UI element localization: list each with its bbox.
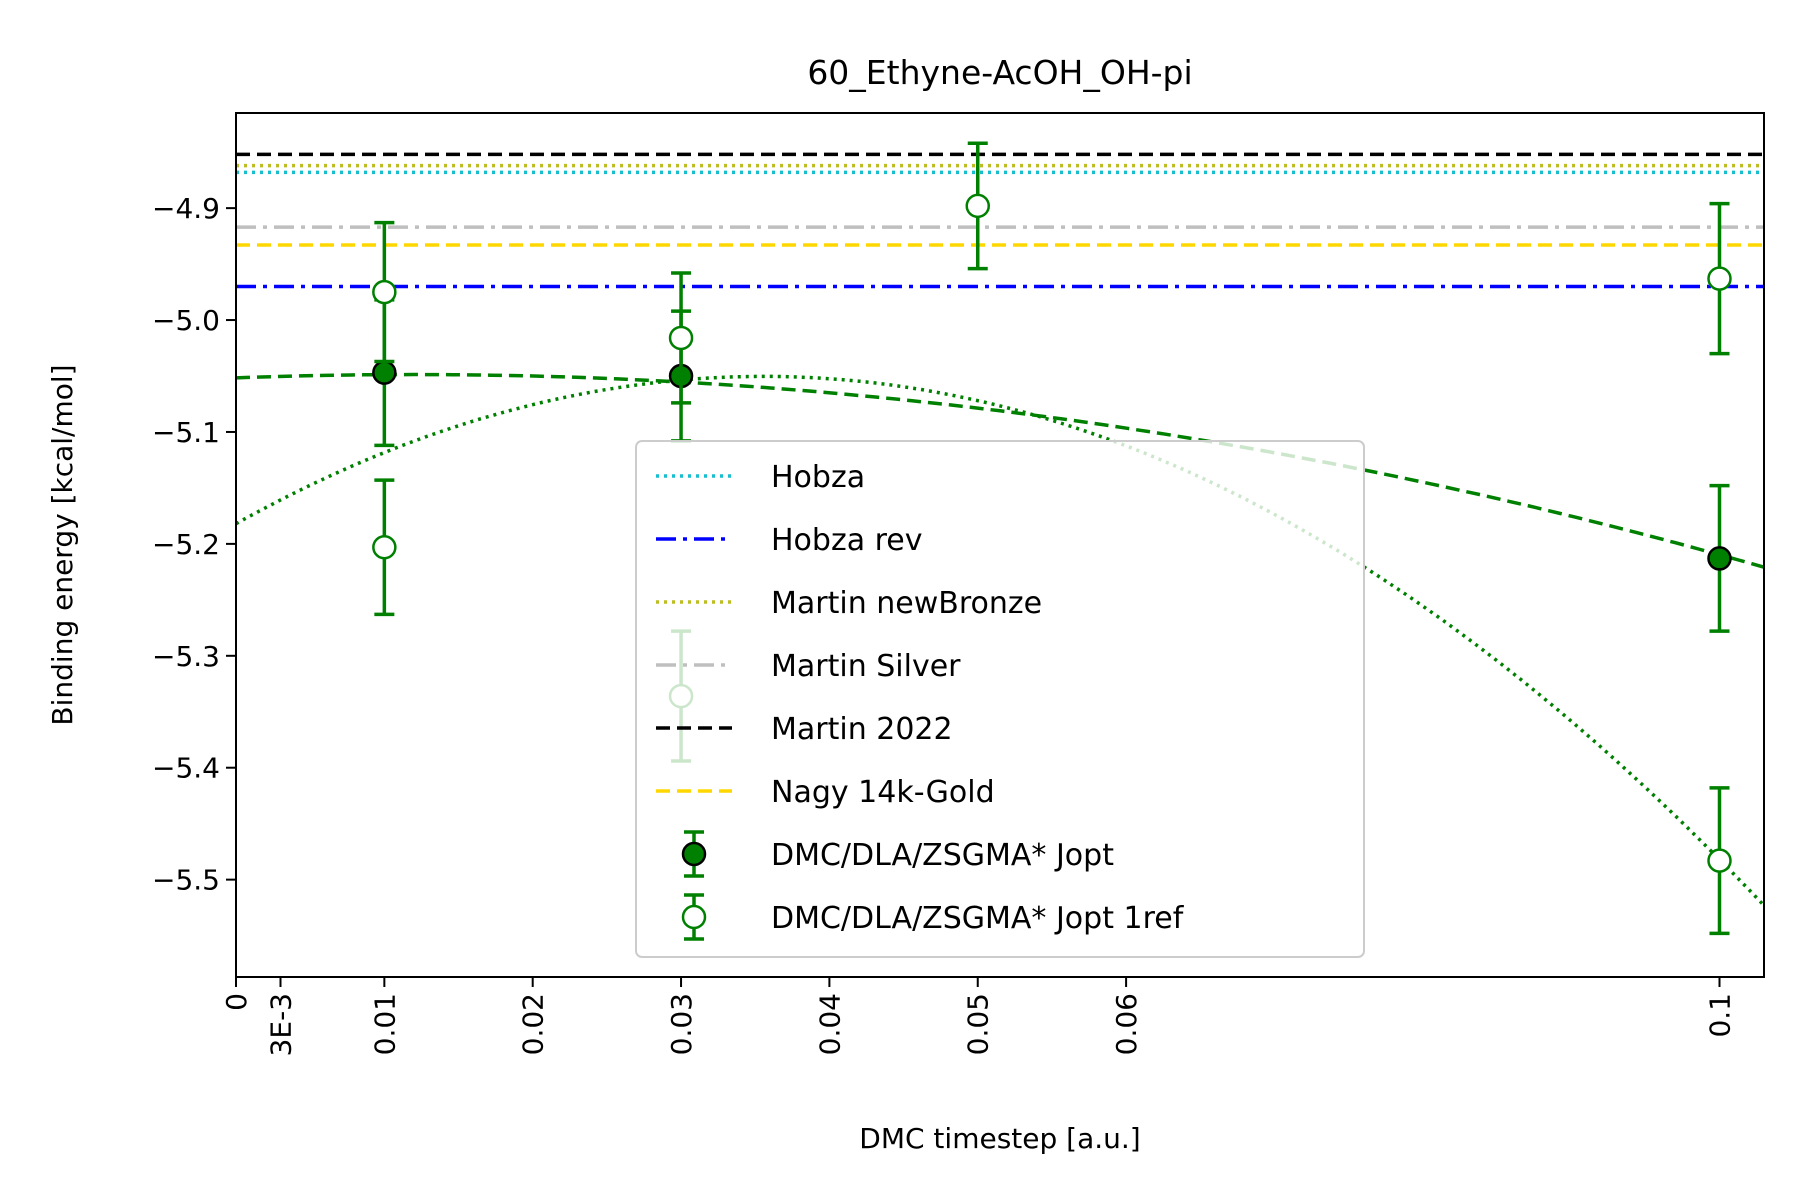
legend-label: Martin 2022	[771, 712, 953, 747]
plot-frame	[235, 112, 1765, 978]
x-axis-label: DMC timestep [a.u.]	[859, 1122, 1140, 1155]
point-jopt-1ref	[372, 279, 397, 305]
x-tick-label: 0.01	[368, 993, 401, 1055]
y-axis-label: Binding energy [kcal/mol]	[46, 364, 79, 725]
chart-title: 60_Ethyne-AcOH_OH-pi	[807, 53, 1192, 92]
x-tick-label: 0.05	[962, 993, 995, 1055]
x-tick-label: 3E-3	[265, 993, 298, 1056]
legend-label: Martin newBronze	[771, 586, 1042, 621]
y-tick-label: −5.0	[152, 304, 220, 337]
legend: Hobza Hobza rev Martin newBronze Martin Sil…	[635, 440, 1365, 958]
y-tick-label: −5.3	[152, 640, 220, 673]
point-jopt	[1707, 546, 1732, 571]
x-tick-label: 0.04	[813, 993, 846, 1055]
y-tick-label: −4.9	[152, 192, 220, 225]
legend-label: Nagy 14k-Gold	[771, 775, 995, 810]
legend-label: DMC/DLA/ZSGMA* Jopt 1ref	[771, 901, 1185, 936]
x-tick-label: 0.02	[517, 993, 550, 1055]
fit-curves	[236, 372, 1764, 907]
point-jopt-1ref	[1707, 266, 1732, 291]
legend-marker	[681, 904, 707, 930]
reference-lines	[236, 152, 1764, 289]
point-jopt	[372, 360, 397, 385]
point-jopt-1ref	[372, 534, 397, 560]
point-jopt-1ref	[1707, 848, 1732, 873]
y-tick-label: −5.4	[152, 752, 220, 785]
y-tick-label: −5.1	[152, 416, 220, 449]
legend-label: Hobza rev	[771, 523, 923, 558]
x-tick-label: 0.06	[1110, 993, 1143, 1055]
point-jopt-1ref	[668, 325, 694, 351]
fit-curve-dashed	[236, 372, 1764, 569]
y-axis-ticks: −4.9 −5.0 −5.1 −5.2 −5.3 −5.4 −5.5	[152, 192, 236, 897]
x-axis-ticks: 0 3E-3 0.01 0.02 0.03 0.04 0.05 0.06 0.1	[220, 977, 1736, 1056]
legend-label: DMC/DLA/ZSGMA* Jopt	[771, 838, 1114, 873]
legend-label: Hobza	[771, 460, 865, 495]
fit-curve-dotted	[236, 374, 1764, 907]
x-tick-label: 0.03	[665, 993, 698, 1055]
y-tick-label: −5.5	[152, 864, 220, 897]
legend-marker	[681, 841, 707, 867]
x-tick-label: 0	[220, 993, 253, 1011]
x-tick-label: 0.1	[1703, 993, 1736, 1038]
y-tick-label: −5.2	[152, 528, 220, 561]
point-jopt-1ref	[965, 193, 990, 219]
legend-box	[635, 440, 1365, 958]
legend-label: Martin Silver	[771, 649, 961, 684]
